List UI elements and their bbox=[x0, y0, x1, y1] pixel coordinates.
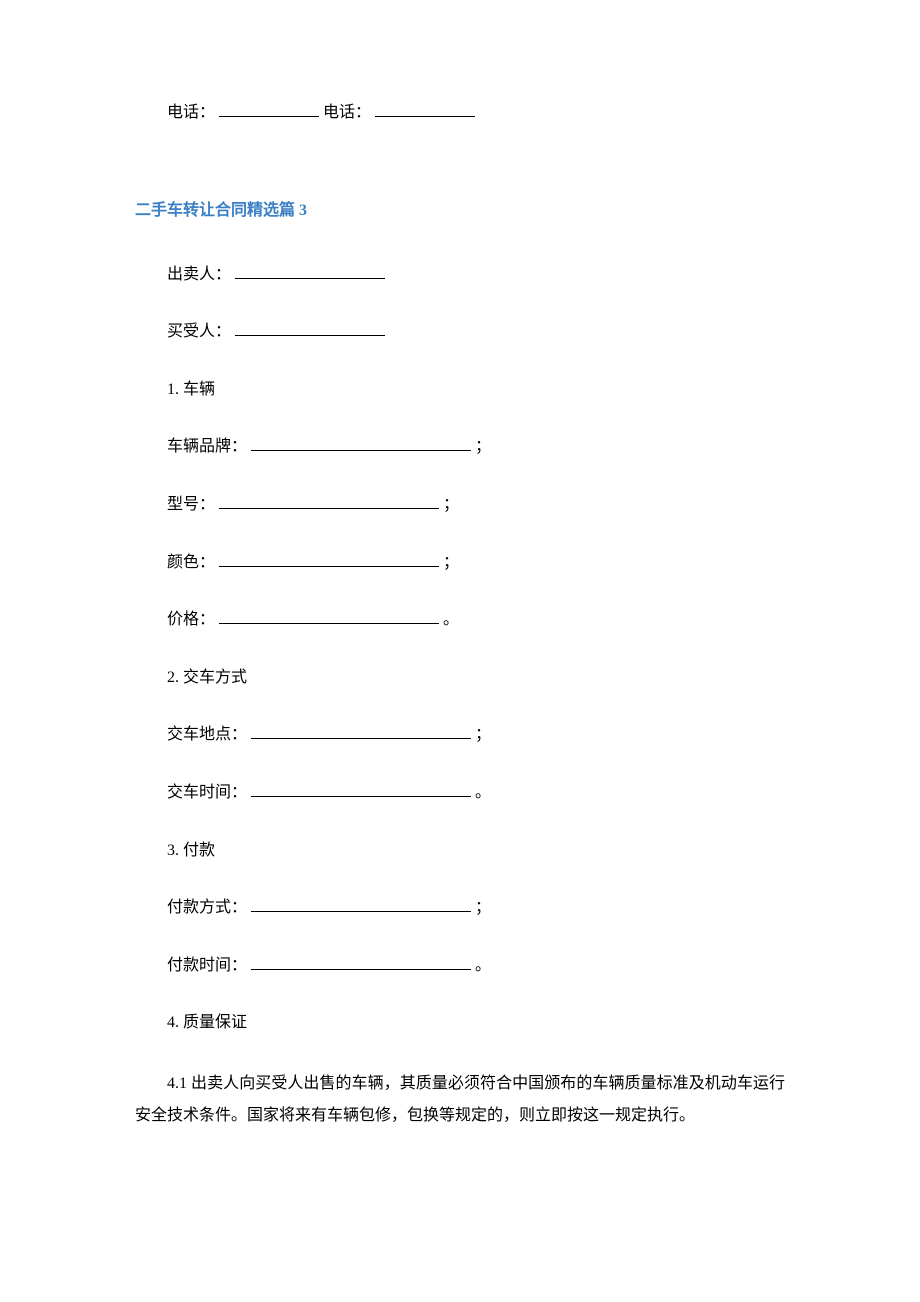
seller-label: 出卖人： bbox=[167, 266, 231, 283]
deliver-time-blank bbox=[251, 781, 471, 797]
phone-label-2: 电话： bbox=[323, 104, 371, 121]
buyer-line: 买受人： bbox=[135, 319, 785, 345]
heading-delivery: 2. 交车方式 bbox=[135, 665, 785, 691]
heading-quality: 4. 质量保证 bbox=[135, 1010, 785, 1036]
phone-label-1: 电话： bbox=[167, 104, 215, 121]
model-line: 型号： ； bbox=[135, 492, 785, 518]
color-line: 颜色： ； bbox=[135, 550, 785, 576]
buyer-label: 买受人： bbox=[167, 323, 231, 340]
deliver-place-semicolon: ； bbox=[475, 726, 491, 743]
phone-blank-1 bbox=[219, 101, 319, 117]
buyer-blank bbox=[235, 320, 385, 336]
paragraph-4-1: 4.1 出卖人向买受人出售的车辆，其质量必须符合中国颁布的车辆质量标准及机动车运… bbox=[135, 1068, 785, 1132]
deliver-time-period: 。 bbox=[475, 784, 491, 801]
pay-time-blank bbox=[251, 954, 471, 970]
heading-payment: 3. 付款 bbox=[135, 838, 785, 864]
pay-time-line: 付款时间： 。 bbox=[135, 953, 785, 979]
price-line: 价格： 。 bbox=[135, 607, 785, 633]
deliver-time-label: 交车时间： bbox=[167, 784, 247, 801]
pay-method-label: 付款方式： bbox=[167, 899, 247, 916]
brand-blank bbox=[251, 435, 471, 451]
pay-time-period: 。 bbox=[475, 957, 491, 974]
brand-semicolon: ； bbox=[475, 438, 491, 455]
section-title: 二手车转让合同精选篇 3 bbox=[135, 196, 785, 220]
deliver-place-line: 交车地点： ； bbox=[135, 722, 785, 748]
phone-line: 电话： 电话： bbox=[135, 100, 785, 126]
model-blank bbox=[219, 493, 439, 509]
deliver-place-label: 交车地点： bbox=[167, 726, 247, 743]
color-label: 颜色： bbox=[167, 554, 215, 571]
color-semicolon: ； bbox=[443, 554, 459, 571]
model-semicolon: ； bbox=[443, 496, 459, 513]
seller-line: 出卖人： bbox=[135, 262, 785, 288]
deliver-place-blank bbox=[251, 723, 471, 739]
deliver-time-line: 交车时间： 。 bbox=[135, 780, 785, 806]
seller-blank bbox=[235, 263, 385, 279]
pay-method-blank bbox=[251, 896, 471, 912]
price-period: 。 bbox=[443, 611, 459, 628]
pay-method-semicolon: ； bbox=[475, 899, 491, 916]
brand-label: 车辆品牌： bbox=[167, 438, 247, 455]
brand-line: 车辆品牌： ； bbox=[135, 434, 785, 460]
price-blank bbox=[219, 608, 439, 624]
model-label: 型号： bbox=[167, 496, 215, 513]
price-label: 价格： bbox=[167, 611, 215, 628]
pay-method-line: 付款方式： ； bbox=[135, 895, 785, 921]
heading-vehicle: 1. 车辆 bbox=[135, 377, 785, 403]
phone-blank-2 bbox=[375, 101, 475, 117]
pay-time-label: 付款时间： bbox=[167, 957, 247, 974]
color-blank bbox=[219, 551, 439, 567]
